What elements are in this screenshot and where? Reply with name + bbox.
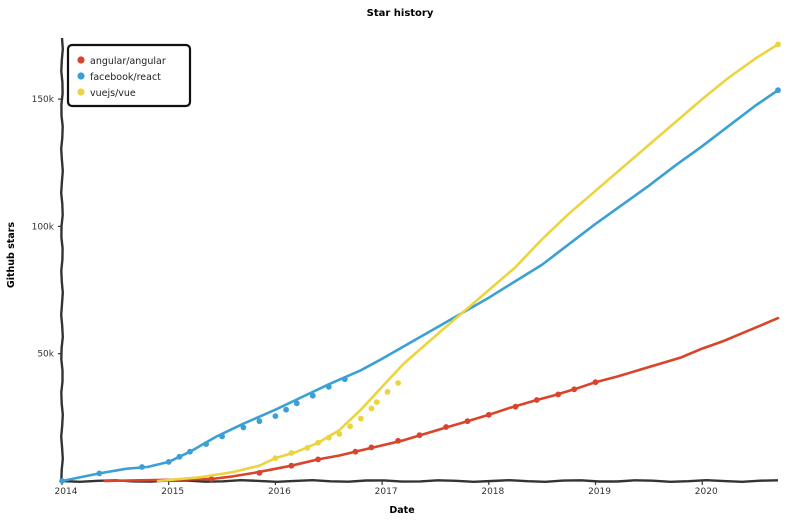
data-point-react [272, 413, 279, 419]
series-line-angular [103, 316, 780, 483]
chart-title: Star history [367, 8, 434, 19]
data-point-angular [368, 444, 375, 451]
data-point-angular [592, 379, 599, 386]
data-point-vue [336, 431, 343, 437]
x-axis-label: Date [389, 505, 414, 516]
data-point-angular [571, 386, 578, 393]
x-tick-label: 2017 [375, 487, 398, 497]
data-point-vue [775, 41, 781, 48]
legend-label-vue: vuejs/vue [90, 88, 136, 99]
y-axis-line [59, 37, 65, 482]
data-point-vue [395, 380, 401, 386]
y-tick-label: 150k [32, 95, 55, 105]
y-axis-label: Github stars [6, 222, 17, 289]
data-point-react [341, 376, 348, 383]
series-line-vue [156, 43, 780, 483]
legend-swatch-angular [77, 56, 85, 64]
data-point-react [240, 424, 247, 431]
data-point-angular [208, 476, 215, 482]
data-point-vue [357, 415, 364, 422]
data-point-angular [443, 424, 449, 430]
data-point-react [165, 459, 172, 465]
x-tick-label: 2019 [588, 487, 611, 497]
data-point-react [325, 383, 332, 390]
legend-swatch-react [77, 72, 85, 80]
legend-label-angular: angular/angular [90, 56, 166, 67]
legend-box [66, 43, 192, 108]
data-point-vue [347, 423, 353, 430]
x-tick-label: 2020 [695, 487, 718, 497]
legend: angular/angular facebook/react vuejs/vue [66, 43, 192, 108]
data-point-react [139, 464, 145, 470]
data-point-vue [373, 399, 380, 405]
y-tick-label: 100k [32, 222, 55, 232]
data-point-angular [256, 470, 263, 476]
data-point-vue [272, 455, 279, 461]
data-point-react [59, 478, 65, 484]
data-point-react [187, 448, 193, 455]
data-point-react [256, 418, 263, 425]
x-tick-label: 2016 [268, 487, 291, 497]
data-point-angular [352, 448, 359, 455]
data-point-vue [384, 389, 391, 395]
legend-swatch-vue [77, 88, 85, 96]
series-line-react [60, 88, 780, 483]
x-tick-label: 2014 [55, 487, 78, 497]
data-point-angular [555, 391, 562, 398]
data-point-angular [315, 456, 321, 463]
data-point-react [219, 433, 226, 440]
data-point-angular [395, 437, 401, 444]
axis-ticks: 2014 2015 2016 2017 2018 2019 2020 50k 100k 150k [32, 95, 718, 497]
data-point-angular [485, 411, 492, 418]
data-point-react [283, 406, 289, 413]
data-point-angular [288, 462, 295, 469]
data-point-react [293, 400, 300, 407]
data-point-react [775, 87, 781, 94]
data-point-vue [368, 405, 375, 412]
data-point-vue [315, 439, 321, 446]
data-point-angular [512, 403, 519, 410]
x-tick-label: 2015 [161, 487, 184, 497]
legend-label-react: facebook/react [90, 72, 161, 83]
data-point-react [203, 441, 210, 447]
data-point-vue [325, 434, 332, 441]
data-point-angular [464, 418, 471, 425]
data-point-react [309, 392, 316, 399]
data-point-vue [304, 445, 311, 451]
plot-area [59, 41, 781, 484]
data-point-angular [416, 432, 423, 439]
x-tick-label: 2018 [481, 487, 504, 497]
data-point-vue [288, 450, 295, 456]
data-point-react [96, 470, 103, 477]
y-tick-label: 50k [37, 350, 54, 360]
data-point-angular [533, 397, 540, 403]
data-point-react [176, 453, 183, 460]
